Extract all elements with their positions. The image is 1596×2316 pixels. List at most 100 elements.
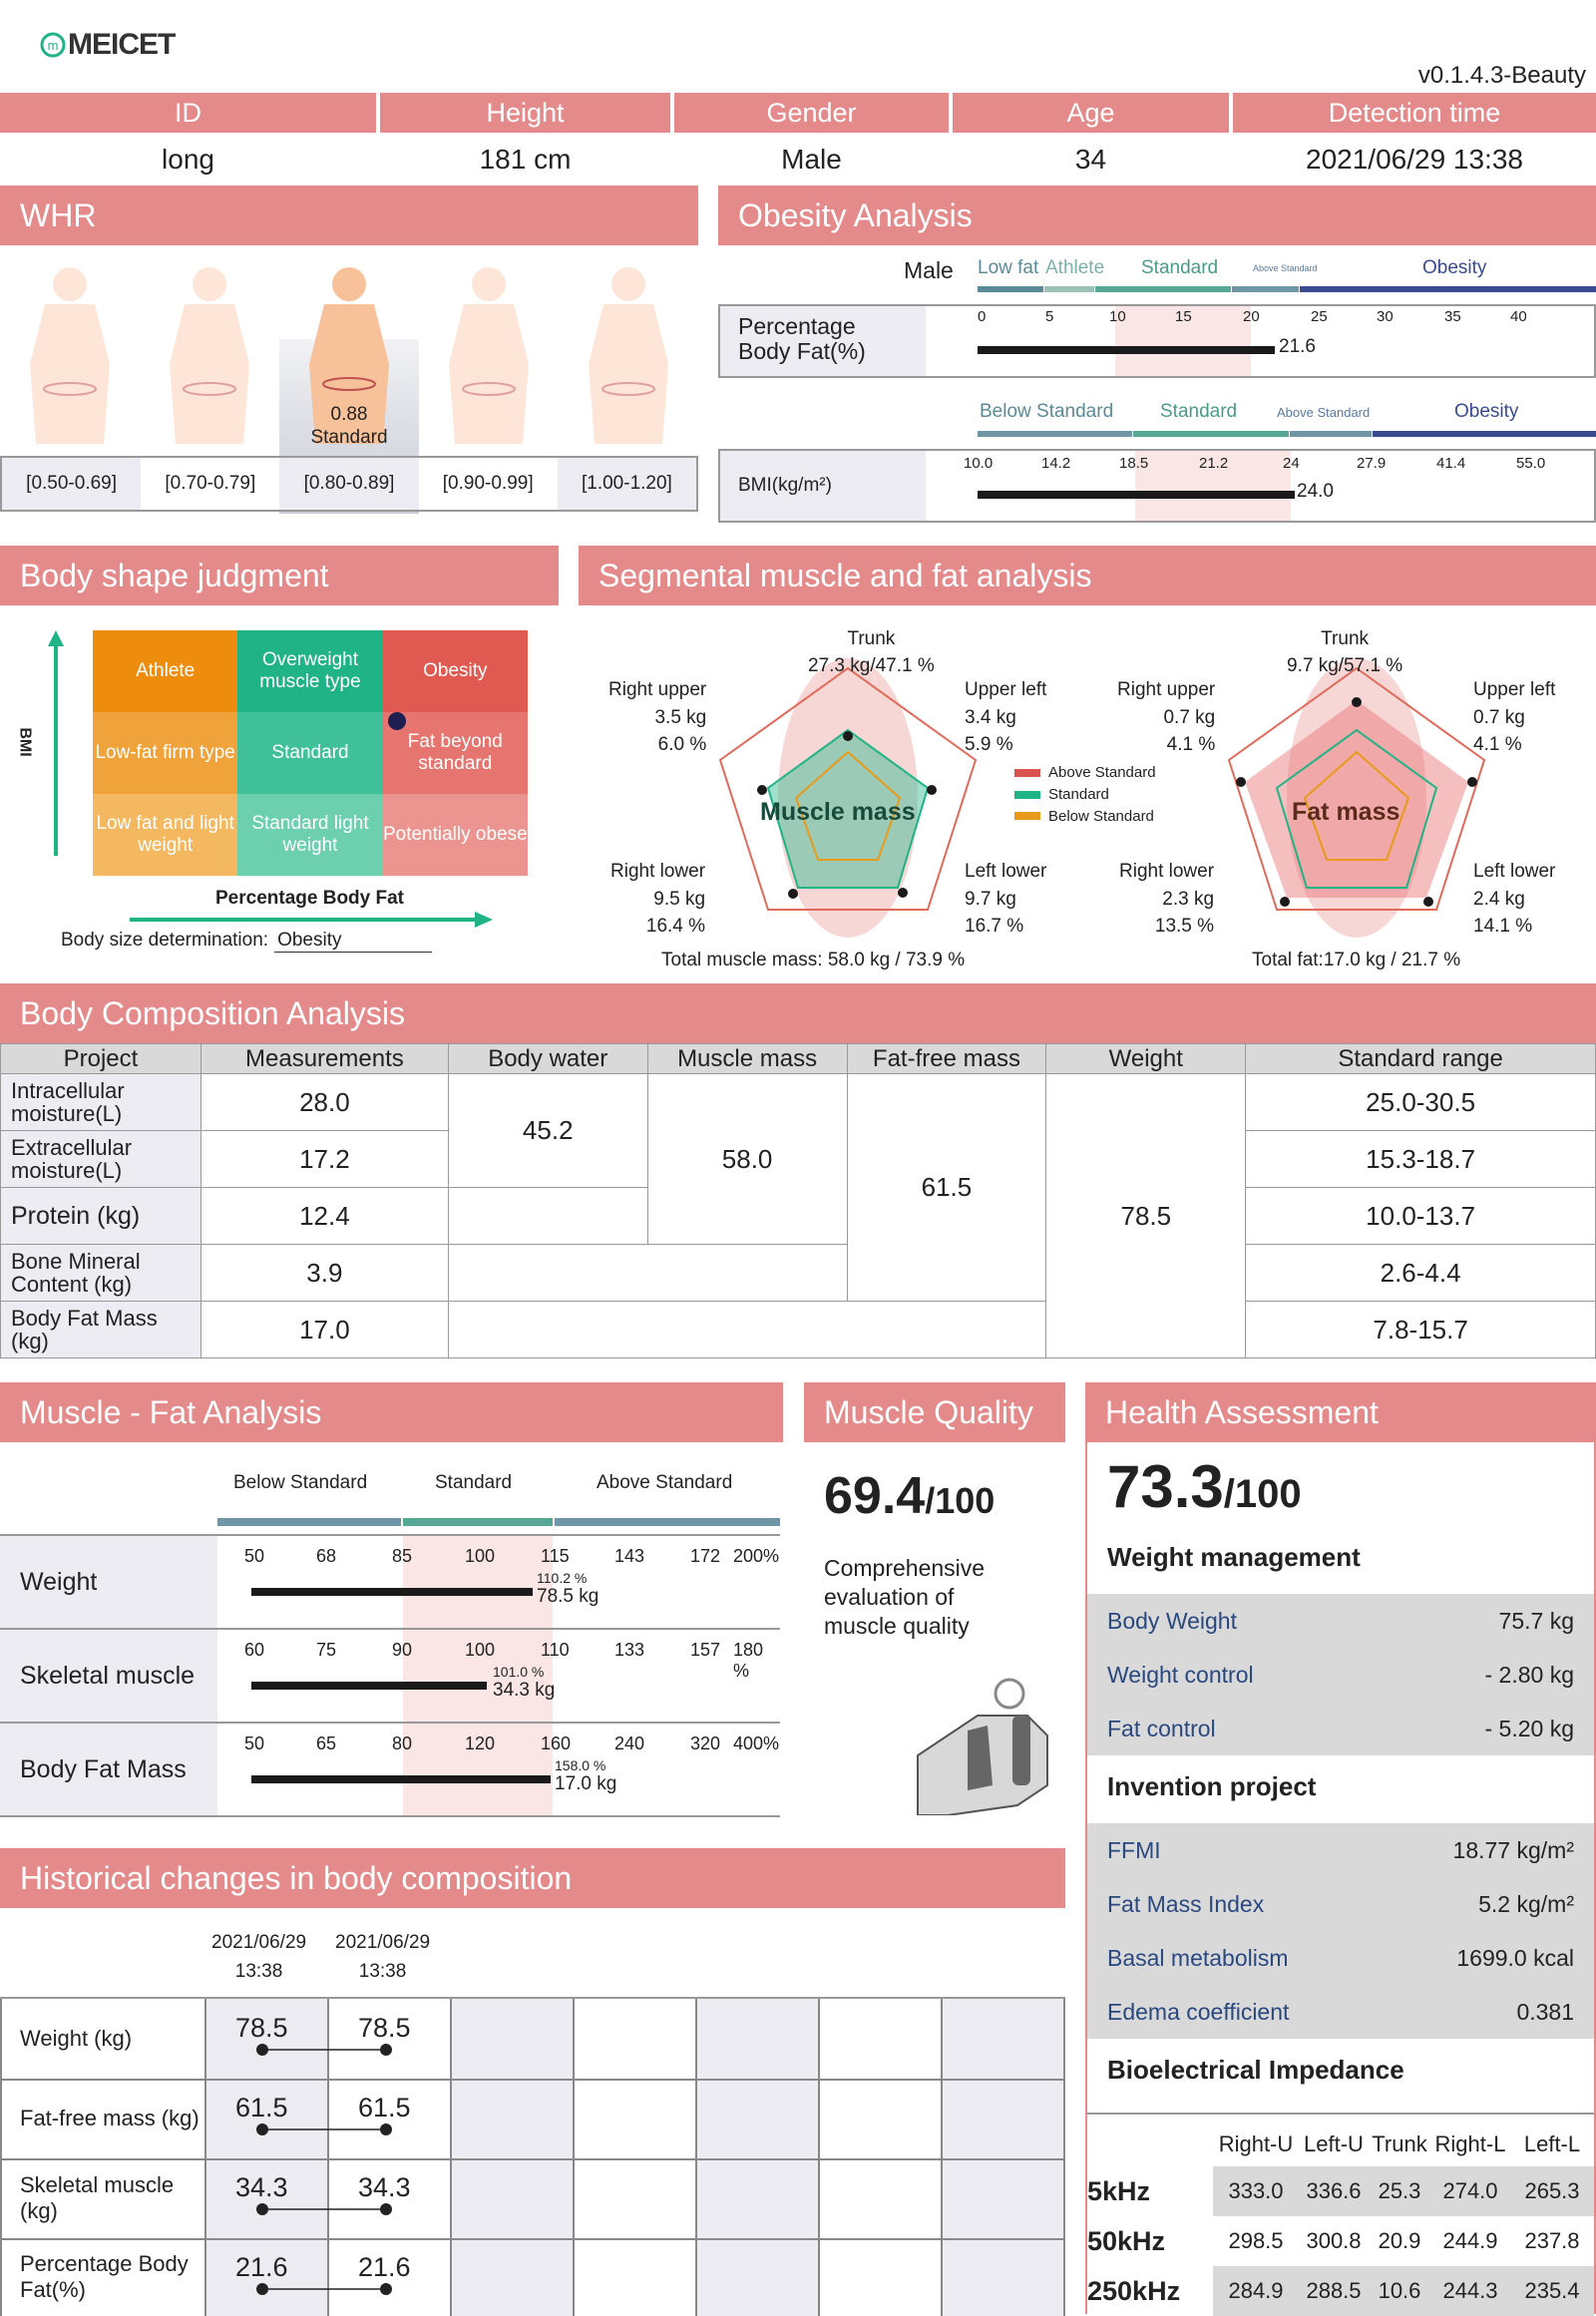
hist-row-pbf: Percentage Body Fat(%) 21.6 21.6 xyxy=(0,2238,1065,2316)
bca-row-label: Intracellular moisture(L) xyxy=(0,1073,201,1131)
pbf-tick: 5 xyxy=(1045,308,1054,325)
bca-empty xyxy=(447,1301,1047,1358)
hist-row-weight: Weight (kg) 78.5 78.5 xyxy=(0,1999,1065,2079)
shape-cell-potentially-obese: Potentially obese xyxy=(382,794,528,876)
info-gender: Male xyxy=(781,144,842,175)
bi-cell: 20.9 xyxy=(1378,2228,1421,2253)
bi-cell: 244.9 xyxy=(1442,2228,1498,2253)
hist-val: 34.3 xyxy=(358,2172,411,2202)
bca-col-project: Project xyxy=(0,1043,201,1074)
pbf-panel: Percentage Body Fat(%) 0 5 10 15 20 25 3… xyxy=(718,304,1596,378)
shape-cell-low-fat-firm: Low-fat firm type xyxy=(93,712,238,794)
pbf-band-4 xyxy=(1232,286,1299,292)
mfa-band-above xyxy=(555,1518,780,1526)
fat-body-silhouette xyxy=(1287,658,1426,938)
bmi-axis-label: BMI xyxy=(16,727,34,757)
segmental-panel: Muscle mass Trunk 27.3 kg/47.1 % Right up… xyxy=(579,628,1596,977)
bmi-tick: 41.4 xyxy=(1436,455,1466,472)
mfa-tick: 320 xyxy=(690,1734,721,1753)
pbf-tick: 35 xyxy=(1444,308,1461,325)
whr-range-1: [0.50-0.69] xyxy=(2,458,142,510)
bca-col-measure: Measurements xyxy=(200,1043,449,1074)
hist-col-shade xyxy=(695,1999,818,2316)
legend-above: Above Standard xyxy=(1014,762,1156,784)
table-row: Extracellular moisture(L) 17.2 15.3-18.7 xyxy=(0,1130,1596,1188)
mq-score: 69.4 /100 xyxy=(824,1466,995,1526)
hist-row-skeletal: Skeletal muscle (kg) 34.3 34.3 xyxy=(0,2158,1065,2238)
bca-measure: 28.0 xyxy=(200,1073,449,1131)
info-header-time: Detection time xyxy=(1233,93,1596,133)
hist-trend-line xyxy=(256,2283,392,2295)
body-figure-2 xyxy=(170,267,249,444)
inv-row: Basal metabolism 1699.0 kcal xyxy=(1087,1931,1594,1985)
body-shape-panel: BMI Athlete Overweight muscle type Obesi… xyxy=(0,618,559,958)
bca-ffm: 61.5 xyxy=(846,1073,1047,1302)
bi-cell: 284.9 xyxy=(1213,2266,1299,2316)
hist-col-shade xyxy=(941,1999,1063,2316)
bca-col-range: Standard range xyxy=(1245,1043,1596,1074)
bca-body-water: 45.2 xyxy=(447,1073,648,1188)
shape-cell-obesity: Obesity xyxy=(382,630,528,712)
inv-row: Edema coefficient 0.381 xyxy=(1087,1985,1594,2039)
mfa-tick: 100 xyxy=(465,1640,496,1660)
bmi-tick: 18.5 xyxy=(1119,455,1149,472)
obesity-gender: Male xyxy=(904,257,954,283)
table-row: Protein (kg) 12.4 10.0-13.7 xyxy=(0,1187,1596,1245)
seg-pct: 5.9 % xyxy=(965,734,1013,756)
inv-row: Fat Mass Index 5.2 kg/m² xyxy=(1087,1877,1594,1931)
bi-freq: 5kHz xyxy=(1087,2175,1151,2206)
mfa-val: 78.5 kg xyxy=(537,1586,599,1607)
bi-cell: 298.5 xyxy=(1228,2228,1284,2253)
pbf-band-2 xyxy=(1044,286,1094,292)
det-label: Body size determination: xyxy=(61,930,269,951)
bca-row-label: Protein (kg) xyxy=(0,1187,201,1245)
bca-empty xyxy=(447,1187,648,1245)
bi-cell: 237.8 xyxy=(1524,2228,1580,2253)
fat-trunk-label: Trunk xyxy=(1321,628,1370,649)
bmi-cat-below: Below Standard xyxy=(980,401,1114,422)
fat-standard-pentagon xyxy=(1275,728,1438,889)
mfa-panel: Below Standard Standard Above Standard W… xyxy=(0,1466,783,1825)
bmi-cat-standard: Standard xyxy=(1160,401,1238,422)
mfa-row-label: Weight xyxy=(0,1536,217,1628)
muscle-center: Muscle mass xyxy=(760,798,916,826)
shape-cell-overweight-muscle: Overweight muscle type xyxy=(237,630,383,712)
mfa-cat-above: Above Standard xyxy=(597,1472,733,1493)
mfa-tick: 115 xyxy=(541,1546,570,1566)
inv-key: FFMI xyxy=(1107,1836,1161,1863)
mfa-tick: 50 xyxy=(244,1734,265,1753)
health-score-max: /100 xyxy=(1223,1472,1302,1516)
mfa-tick: 100 xyxy=(465,1546,496,1566)
grip-hand-icon xyxy=(917,1678,1048,1815)
shape-marker xyxy=(388,712,406,730)
muscle-below-pentagon xyxy=(794,750,902,861)
mq-desc: Comprehensive evaluation of muscle quali… xyxy=(824,1555,986,1639)
logo-icon: m xyxy=(40,32,66,58)
hist-date: 2021/06/29 xyxy=(335,1932,431,1953)
mq-score-max: /100 xyxy=(925,1480,996,1521)
muscle-trunk-value: 27.3 kg/47.1 % xyxy=(808,654,935,676)
body-figure-1 xyxy=(30,267,110,444)
body-figure-4 xyxy=(449,267,529,444)
hist-val: 61.5 xyxy=(235,2093,288,2123)
history-date-2: 2021/06/29 13:38 xyxy=(335,1929,430,1986)
bmi-tick: 55.0 xyxy=(1516,455,1546,472)
pbf-cat-athlete: Athlete xyxy=(1045,257,1105,278)
pbf-value-bar xyxy=(978,346,1275,354)
hist-val: 78.5 xyxy=(358,2013,411,2043)
muscle-left-lower: Left lower 9.7 kg 16.7 % xyxy=(965,858,1046,941)
hist-val: 21.6 xyxy=(358,2252,411,2282)
fat-points xyxy=(1236,697,1477,907)
legend-swatch xyxy=(1014,768,1040,777)
bca-col-ffm: Fat-free mass xyxy=(846,1043,1047,1074)
bca-empty xyxy=(447,1244,848,1302)
legend-below: Below Standard xyxy=(1014,806,1156,828)
shape-cell-fat-beyond: Fat beyond standard xyxy=(382,712,528,794)
bmi-tick: 24 xyxy=(1283,455,1300,472)
fat-left-lower: Left lower 2.4 kg 14.1 % xyxy=(1473,858,1555,941)
bi-table: Right-U Left-U Trunk Right-L Left-L 5kHz 333.… xyxy=(1087,2123,1594,2316)
bmi-tick: 21.2 xyxy=(1199,455,1229,472)
bi-col: Left-U xyxy=(1304,2131,1364,2156)
bca-range: 7.8-15.7 xyxy=(1245,1301,1596,1358)
mfa-tick: 75 xyxy=(316,1640,337,1660)
